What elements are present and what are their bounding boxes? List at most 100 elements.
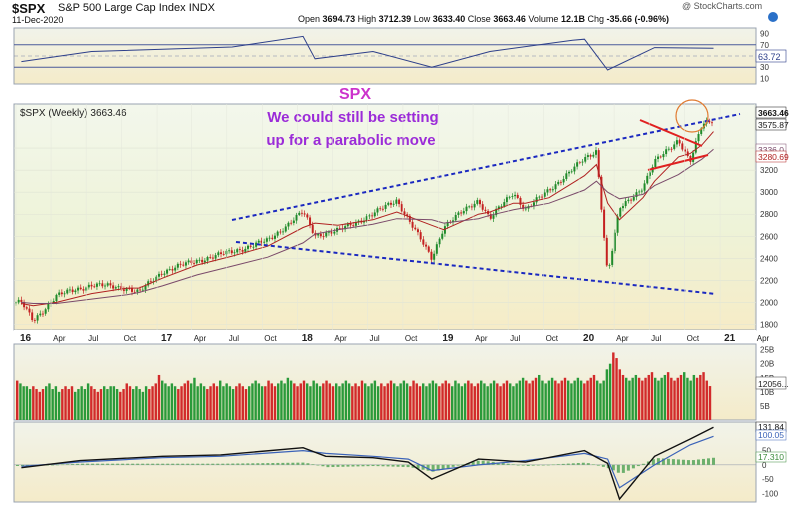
volume-bar (576, 377, 580, 420)
macd-hist-bar (141, 463, 145, 465)
macd-hist-bar (511, 464, 515, 465)
volume-bar (144, 386, 148, 420)
candle-body (597, 150, 600, 177)
volume-bar (322, 383, 325, 420)
candle-body (357, 220, 360, 223)
candle-body (605, 237, 608, 266)
x-tick-label: Oct (405, 334, 418, 343)
candle-body (473, 203, 476, 208)
candle-body (120, 286, 123, 290)
volume-bar (357, 386, 360, 420)
macd-hist-bar (621, 464, 625, 473)
low-label: Low (413, 14, 431, 24)
volume-bar (354, 383, 357, 420)
candle-body (252, 246, 255, 248)
candle-body (635, 192, 638, 198)
candle-body (141, 289, 144, 291)
candle-body (538, 196, 541, 198)
price-tick-label: 2200 (760, 276, 778, 285)
volume-bar (202, 386, 206, 420)
macd-hist-bar (401, 464, 405, 467)
settings-dot-icon[interactable] (768, 12, 778, 22)
macd-hist-bar (446, 464, 450, 469)
volume-bar (692, 374, 696, 420)
annotation-title: SPX (339, 86, 371, 103)
macd-label: 17.310 (758, 452, 784, 462)
candle-body (643, 183, 646, 191)
candle-body (452, 220, 455, 222)
price-tick-label: 3200 (760, 166, 778, 175)
macd-hist-bar (311, 464, 315, 465)
candle-body (244, 248, 247, 252)
macd-hist-bar (251, 463, 255, 465)
volume-bar (538, 374, 541, 420)
candle-body (427, 246, 430, 252)
candle-body (209, 257, 212, 258)
x-axis-bg (14, 330, 756, 343)
candle-body (292, 220, 295, 223)
volume-bar (402, 380, 406, 420)
candle-body (632, 197, 635, 201)
macd-hist-bar (71, 464, 75, 465)
macd-hist-bar (261, 463, 265, 465)
candle-body (220, 252, 223, 255)
candle-body (371, 215, 374, 217)
macd-hist-bar (181, 463, 185, 465)
volume-bar (602, 380, 605, 420)
volume-bar (25, 386, 29, 420)
macd-hist-bar (541, 464, 545, 466)
volume-bar (254, 380, 257, 420)
chart-date: 11-Dec-2020 (12, 15, 64, 25)
macd-hist-bar (686, 460, 690, 465)
volume-bar (509, 383, 512, 420)
volume-bar (61, 389, 64, 420)
volume-bar (299, 383, 302, 420)
macd-hist-bar (376, 464, 380, 467)
candle-body (106, 283, 109, 286)
candle-body (290, 222, 293, 224)
macd-hist-bar (111, 463, 115, 465)
x-tick-label: Jul (510, 334, 520, 343)
candle-body (492, 215, 495, 219)
candle-body (282, 231, 285, 233)
candle-body (384, 204, 387, 209)
candle-body (581, 161, 584, 163)
volume-bar (148, 389, 151, 420)
macd-label-box (755, 451, 787, 463)
candle-body (354, 222, 357, 226)
candle-body (646, 175, 649, 184)
candle-body (711, 122, 713, 124)
source-credit[interactable]: @ StockCharts.com (682, 1, 763, 11)
macd-hist-bar (476, 460, 480, 465)
volume-bar (431, 380, 435, 420)
volume-bar (654, 377, 657, 420)
candle-body (20, 299, 23, 302)
candle-body (228, 250, 231, 252)
volume-bar (199, 383, 203, 420)
low-value: 3633.40 (432, 14, 466, 24)
candle-body (578, 162, 581, 164)
volume-bar (225, 383, 228, 420)
candle-body (511, 196, 514, 197)
macd-hist-bar (186, 463, 190, 465)
macd-hist-bar (546, 464, 550, 466)
candle-body (206, 257, 209, 261)
volume-bar (351, 386, 354, 420)
macd-hist-bar (321, 464, 325, 467)
volume-bar (51, 389, 54, 420)
candle-body (203, 260, 206, 263)
volume-bar (663, 374, 667, 420)
candle-body (41, 313, 44, 315)
candle-body (589, 155, 592, 157)
macd-hist-bar (106, 463, 110, 465)
volume-bar (325, 380, 328, 420)
symbol-title: $SPX (12, 1, 46, 16)
candle-body (271, 237, 274, 239)
macd-hist-bar (691, 460, 695, 465)
volume-value: 12.1B (560, 14, 585, 24)
volume-bar (90, 386, 93, 420)
volume-bar (161, 380, 164, 420)
volume-bar (544, 383, 547, 420)
volume-bar (177, 389, 180, 420)
volume-bar (550, 377, 554, 420)
